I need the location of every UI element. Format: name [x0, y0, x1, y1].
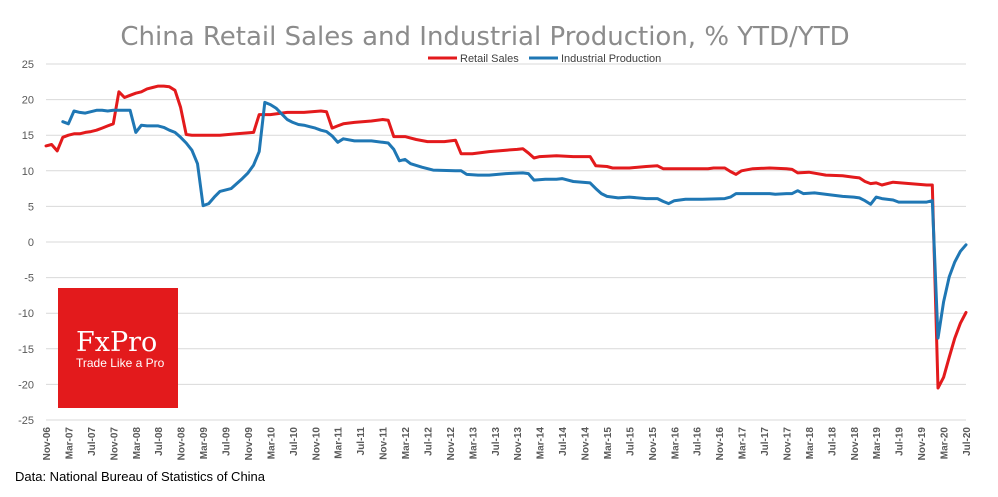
x-tick-label: Nov-06 [42, 427, 53, 461]
x-tick-label: Mar-07 [64, 427, 75, 460]
logo-brand: FxPro [76, 327, 157, 358]
x-tick-label: Jul-07 [87, 427, 98, 456]
x-tick-label: Jul-12 [423, 427, 434, 456]
x-tick-label: Jul-09 [222, 427, 233, 456]
x-tick-label: Jul-16 [693, 427, 704, 456]
x-tick-label: Jul-13 [491, 427, 502, 456]
x-tick-label: Jul-14 [558, 427, 569, 456]
x-tick-label: Mar-11 [334, 427, 345, 459]
x-tick-label: Jul-19 [895, 427, 906, 456]
x-tick-label: Mar-12 [401, 427, 412, 460]
x-tick-label: Mar-16 [670, 427, 681, 460]
x-tick-label: Nov-08 [177, 427, 188, 461]
y-tick-label: 25 [22, 59, 34, 71]
x-tick-label: Jul-10 [289, 427, 300, 456]
logo-background [58, 288, 178, 408]
x-tick-label: Nov-12 [446, 427, 457, 461]
x-tick-label: Jul-08 [154, 427, 165, 456]
y-tick-label: 5 [28, 201, 34, 213]
x-tick-label: Mar-19 [872, 427, 883, 460]
x-tick-label: Mar-13 [468, 427, 479, 460]
chart-title: China Retail Sales and Industrial Produc… [120, 22, 849, 52]
x-tick-label: Mar-20 [940, 427, 951, 460]
series-line-industrial-production [61, 100, 968, 340]
x-tick-label: Mar-09 [199, 427, 210, 460]
x-tick-label: Nov-13 [513, 427, 524, 461]
y-tick-label: 10 [22, 166, 34, 178]
y-tick-label: -25 [18, 415, 34, 427]
x-tick-label: Nov-07 [109, 427, 120, 461]
y-tick-label: 0 [28, 237, 34, 249]
x-tick-label: Nov-18 [850, 427, 861, 461]
x-tick-label: Nov-11 [379, 427, 390, 460]
logo-tagline: Trade Like a Pro [76, 356, 165, 370]
x-tick-label: Nov-09 [244, 427, 255, 461]
x-tick-label: Mar-18 [805, 427, 816, 460]
x-tick-label: Nov-14 [581, 427, 592, 461]
y-tick-label: -10 [18, 308, 34, 320]
x-tick-label: Jul-17 [760, 427, 771, 456]
x-tick-label: Nov-15 [648, 427, 659, 461]
y-axis-ticks: 25 20 15 10 5 0 -5 -10 -15 -20 -25 [18, 59, 34, 427]
x-tick-label: Jul-18 [827, 427, 838, 456]
legend-label-industrial-production: Industrial Production [561, 53, 661, 65]
legend-label-retail-sales: Retail Sales [460, 53, 519, 65]
x-tick-label: Mar-08 [132, 427, 143, 460]
source-note: Data: National Bureau of Statistics of C… [15, 469, 266, 484]
x-tick-label: Nov-17 [782, 427, 793, 461]
series-lines [44, 84, 968, 390]
x-tick-label: Mar-17 [738, 427, 749, 460]
x-tick-label: Mar-15 [603, 427, 614, 460]
y-tick-label: 15 [22, 130, 34, 142]
fxpro-logo: FxPro Trade Like a Pro [58, 288, 178, 408]
x-tick-label: Jul-20 [962, 427, 973, 456]
x-tick-label: Nov-10 [311, 427, 322, 461]
x-tick-label: Jul-11 [356, 427, 367, 456]
series-line-retail-sales [44, 84, 968, 390]
y-tick-label: 20 [22, 95, 34, 107]
x-tick-label: Nov-19 [917, 427, 928, 461]
y-tick-label: -15 [18, 344, 34, 356]
x-tick-label: Jul-15 [625, 427, 636, 456]
y-tick-label: -20 [18, 379, 34, 391]
x-tick-label: Nov-16 [715, 427, 726, 461]
legend: Retail Sales Industrial Production [428, 53, 661, 65]
y-tick-label: -5 [24, 273, 34, 285]
x-axis-ticks: Nov-06 Mar-07 Jul-07 Nov-07 Mar-08 Jul-08 Nov-… [42, 427, 973, 461]
x-tick-label: Mar-10 [266, 427, 277, 460]
x-tick-label: Mar-14 [536, 427, 547, 460]
